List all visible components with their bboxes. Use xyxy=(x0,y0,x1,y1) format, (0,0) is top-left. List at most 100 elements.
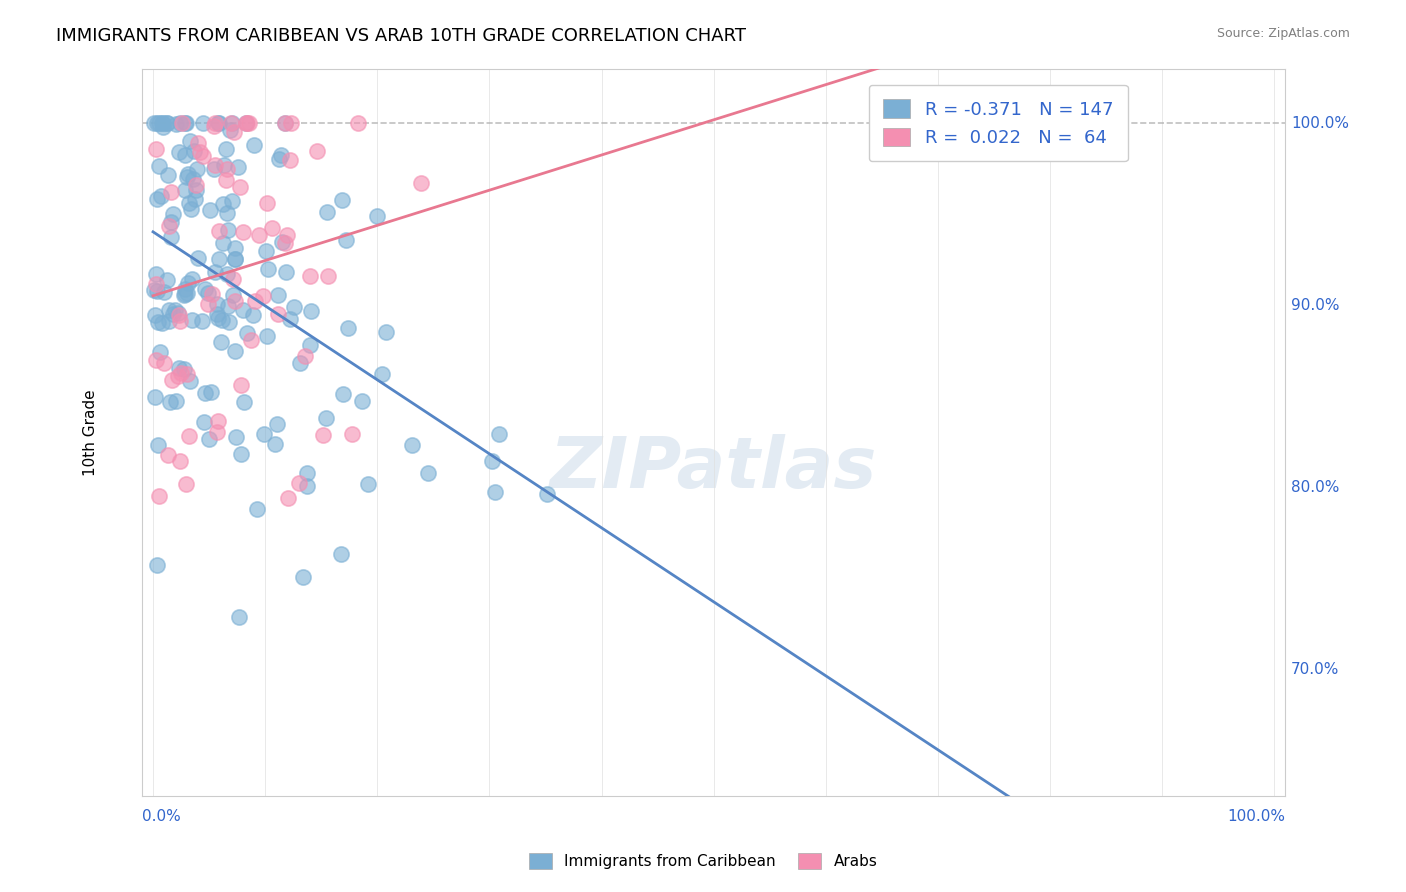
Point xyxy=(176,170,198,185)
Point xyxy=(256,196,278,211)
Point xyxy=(156,169,179,183)
Point xyxy=(191,149,214,163)
Point xyxy=(292,570,315,584)
Point xyxy=(266,417,288,432)
Point xyxy=(204,116,226,130)
Point xyxy=(411,176,433,190)
Point xyxy=(267,288,290,302)
Point xyxy=(488,427,510,442)
Point xyxy=(267,307,290,321)
Text: 100.0%: 100.0% xyxy=(1227,809,1285,824)
Point xyxy=(167,145,190,159)
Point xyxy=(176,276,198,290)
Point xyxy=(215,161,238,176)
Point xyxy=(215,142,238,156)
Point xyxy=(143,283,166,297)
Point xyxy=(271,235,294,249)
Point xyxy=(187,251,209,265)
Point xyxy=(371,367,394,381)
Point xyxy=(330,547,353,561)
Point xyxy=(190,314,212,328)
Text: Source: ZipAtlas.com: Source: ZipAtlas.com xyxy=(1216,27,1350,40)
Point xyxy=(179,374,201,388)
Point xyxy=(184,178,207,193)
Point xyxy=(217,206,239,220)
Point xyxy=(194,385,217,400)
Point xyxy=(177,167,200,181)
Point xyxy=(177,429,200,443)
Point xyxy=(276,264,298,278)
Point xyxy=(332,386,354,401)
Point xyxy=(186,161,208,176)
Point xyxy=(162,308,184,322)
Point xyxy=(211,312,233,326)
Text: 0.0%: 0.0% xyxy=(142,809,180,824)
Point xyxy=(283,301,305,315)
Point xyxy=(247,227,270,242)
Point xyxy=(253,427,276,442)
Point xyxy=(236,326,259,341)
Point xyxy=(167,306,190,320)
Point xyxy=(221,116,243,130)
Point xyxy=(167,361,190,376)
Point xyxy=(366,210,388,224)
Point xyxy=(146,315,169,329)
Point xyxy=(260,220,283,235)
Point xyxy=(146,192,169,206)
Point xyxy=(169,314,191,328)
Point xyxy=(222,125,245,139)
Point xyxy=(198,432,221,446)
Point xyxy=(202,161,225,176)
Point xyxy=(194,282,217,296)
Point xyxy=(157,314,180,328)
Point xyxy=(152,120,174,134)
Point xyxy=(330,194,353,208)
Point xyxy=(235,116,257,130)
Point xyxy=(270,148,292,162)
Point xyxy=(188,145,211,159)
Point xyxy=(242,138,264,153)
Text: 10th Grade: 10th Grade xyxy=(83,389,98,475)
Point xyxy=(297,467,319,481)
Point xyxy=(145,267,167,281)
Point xyxy=(240,334,263,348)
Point xyxy=(202,119,225,133)
Point xyxy=(401,438,423,452)
Point xyxy=(536,487,558,501)
Point xyxy=(146,558,169,572)
Point xyxy=(256,329,278,343)
Point xyxy=(207,307,229,321)
Point xyxy=(316,269,339,284)
Point xyxy=(173,286,195,301)
Point xyxy=(208,252,231,267)
Point xyxy=(145,116,167,130)
Point xyxy=(156,116,179,130)
Point xyxy=(173,287,195,301)
Point xyxy=(176,477,198,491)
Point xyxy=(204,265,226,279)
Point xyxy=(148,159,170,173)
Point xyxy=(146,437,169,451)
Point xyxy=(198,203,221,218)
Point xyxy=(232,394,254,409)
Point xyxy=(165,394,187,409)
Point xyxy=(299,303,322,318)
Point xyxy=(207,225,229,239)
Text: ZIPatlas: ZIPatlas xyxy=(550,434,877,503)
Point xyxy=(165,302,187,317)
Point xyxy=(219,123,242,137)
Point xyxy=(231,377,253,392)
Point xyxy=(204,158,226,172)
Point xyxy=(221,116,243,130)
Point xyxy=(184,193,207,207)
Point xyxy=(280,116,302,130)
Point xyxy=(276,228,298,243)
Point xyxy=(228,610,250,624)
Point xyxy=(231,225,253,239)
Legend: Immigrants from Caribbean, Arabs: Immigrants from Caribbean, Arabs xyxy=(523,847,883,875)
Point xyxy=(288,476,311,491)
Point xyxy=(217,223,239,237)
Point xyxy=(222,287,245,301)
Point xyxy=(193,116,215,130)
Point xyxy=(176,286,198,301)
